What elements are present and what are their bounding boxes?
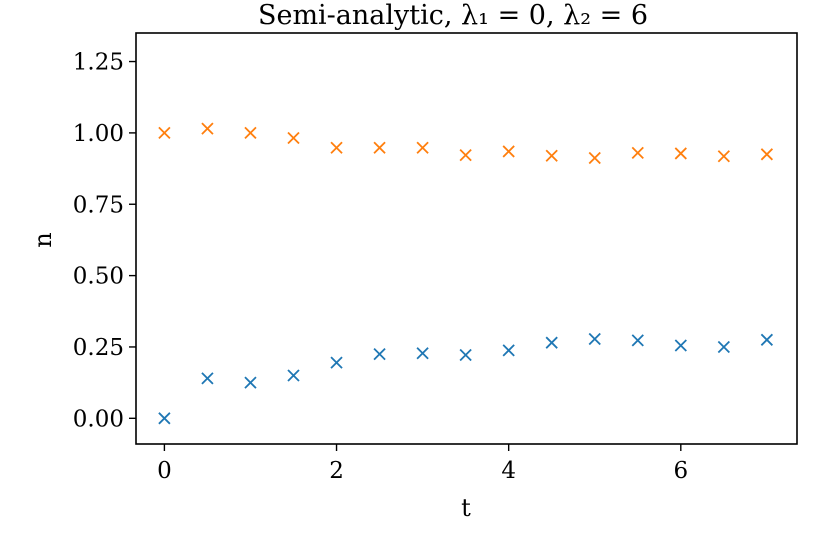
data-point-marker — [244, 376, 257, 389]
series-2 — [158, 122, 774, 165]
data-point-marker — [502, 344, 515, 357]
x-axis-label: t — [461, 494, 471, 522]
data-point-marker — [416, 141, 429, 154]
x-tick-label: 2 — [329, 458, 344, 484]
data-point-marker — [373, 141, 386, 154]
data-point-marker — [545, 149, 558, 162]
data-point-marker — [373, 347, 386, 361]
y-tick-label: 0.75 — [73, 192, 124, 218]
data-point-marker — [158, 412, 171, 425]
series-1 — [158, 332, 774, 425]
data-point-marker — [588, 332, 601, 346]
data-point-marker — [631, 334, 644, 347]
data-point-marker — [588, 151, 601, 165]
data-point-marker — [502, 145, 515, 158]
data-point-marker — [287, 369, 300, 382]
data-point-marker — [416, 347, 429, 360]
data-point-marker — [244, 126, 257, 140]
data-point-marker — [158, 126, 171, 140]
data-point-marker — [717, 340, 730, 354]
data-point-marker — [674, 147, 687, 160]
data-point-marker — [545, 336, 558, 349]
plot-markers — [158, 122, 774, 425]
x-tick-label: 0 — [157, 458, 172, 484]
data-point-marker — [287, 131, 300, 145]
data-point-marker — [201, 372, 214, 385]
y-tick-label: 1.25 — [73, 50, 124, 76]
data-point-marker — [201, 122, 214, 135]
x-axis: 0 2 4 6 — [157, 444, 688, 484]
x-tick-label: 6 — [673, 458, 688, 484]
data-point-marker — [760, 148, 774, 161]
data-point-marker — [674, 339, 687, 352]
y-tick-label: 1.00 — [73, 121, 124, 147]
y-tick-label: 0.00 — [73, 406, 124, 432]
y-axis-label: n — [29, 232, 57, 247]
chart-title: Semi-analytic, λ₁ = 0, λ₂ = 6 — [258, 0, 648, 31]
data-point-marker — [330, 356, 343, 369]
plot-area-frame — [135, 32, 798, 445]
data-point-marker — [717, 150, 730, 163]
data-point-marker — [631, 146, 644, 160]
data-point-marker — [459, 149, 472, 162]
y-axis: 0.00 0.25 0.50 0.75 1.00 1.25 — [73, 50, 136, 432]
y-tick-label: 0.25 — [73, 335, 124, 361]
x-tick-label: 4 — [501, 458, 516, 484]
data-point-marker — [459, 348, 472, 362]
y-tick-label: 0.50 — [73, 264, 124, 290]
data-point-marker — [760, 333, 774, 346]
data-point-marker — [330, 141, 343, 154]
